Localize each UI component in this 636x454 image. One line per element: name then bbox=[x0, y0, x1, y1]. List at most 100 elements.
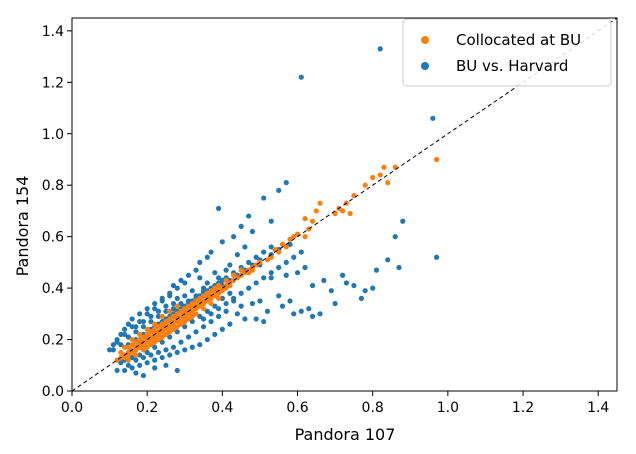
point-bu-vs-harvard-106 bbox=[174, 367, 180, 374]
point-bu-vs-harvard-20 bbox=[276, 293, 282, 299]
x-axis-label: Pandora 107 bbox=[295, 425, 396, 444]
point-bu-vs-harvard-32 bbox=[328, 288, 334, 294]
point-bu-vs-harvard-15 bbox=[298, 308, 304, 314]
point-bu-vs-harvard-27 bbox=[283, 272, 289, 278]
point-bu-vs-harvard-119 bbox=[185, 334, 192, 340]
point-collocated-39 bbox=[122, 354, 128, 361]
point-bu-vs-harvard-90 bbox=[219, 326, 225, 332]
point-collocated-99 bbox=[148, 342, 154, 348]
point-bu-vs-harvard-5 bbox=[392, 234, 398, 240]
point-bu-vs-harvard-160 bbox=[170, 306, 177, 312]
point-bu-vs-harvard-173 bbox=[268, 244, 274, 250]
point-collocated-127 bbox=[283, 244, 289, 250]
legend-swatch-collocated bbox=[421, 36, 429, 44]
point-collocated-96 bbox=[125, 357, 131, 363]
point-bu-vs-harvard-184 bbox=[215, 306, 222, 312]
point-bu-vs-harvard-86 bbox=[133, 324, 139, 330]
point-bu-vs-harvard-121 bbox=[170, 344, 177, 350]
point-collocated-45 bbox=[144, 339, 150, 345]
point-bu-vs-harvard-62 bbox=[215, 205, 222, 211]
point-bu-vs-harvard-108 bbox=[152, 365, 158, 371]
point-collocated-53 bbox=[174, 318, 180, 325]
point-bu-vs-harvard-16 bbox=[306, 306, 312, 312]
point-bu-vs-harvard-129 bbox=[212, 303, 218, 309]
point-bu-vs-harvard-91 bbox=[212, 331, 218, 338]
point-collocated-122 bbox=[182, 318, 188, 325]
x-tick-label-4: 0.8 bbox=[362, 400, 384, 416]
point-bu-vs-harvard-104 bbox=[114, 367, 120, 374]
point-bu-vs-harvard-80 bbox=[174, 295, 180, 301]
point-bu-vs-harvard-158 bbox=[155, 313, 162, 319]
point-bu-vs-harvard-157 bbox=[148, 318, 154, 325]
point-bu-vs-harvard-187 bbox=[238, 290, 244, 296]
point-bu-vs-harvard-93 bbox=[197, 342, 203, 348]
point-collocated-62 bbox=[208, 295, 214, 301]
point-bu-vs-harvard-149 bbox=[129, 324, 135, 330]
x-axis-ticks: 0.0 0.2 0.4 0.6 0.8 1.0 1.2 1.4 bbox=[61, 391, 609, 416]
point-bu-vs-harvard-159 bbox=[163, 308, 169, 314]
point-collocated-110 bbox=[129, 336, 135, 343]
point-bu-vs-harvard-19 bbox=[291, 311, 297, 317]
point-bu-vs-harvard-43 bbox=[208, 249, 214, 255]
point-bu-vs-harvard-176 bbox=[261, 275, 267, 281]
point-bu-vs-harvard-105 bbox=[140, 372, 147, 379]
point-bu-vs-harvard-109 bbox=[133, 370, 139, 376]
x-tick-label-3: 0.6 bbox=[286, 400, 308, 416]
y-tick-label-1: 0.2 bbox=[42, 333, 64, 349]
point-bu-vs-harvard-177 bbox=[268, 270, 274, 276]
point-bu-vs-harvard-123 bbox=[155, 349, 162, 356]
x-tick-label-0: 0.0 bbox=[61, 400, 83, 416]
point-bu-vs-harvard-1 bbox=[377, 46, 383, 52]
point-bu-vs-harvard-39 bbox=[246, 213, 252, 219]
legend-box bbox=[402, 18, 612, 87]
y-axis-label: Pandora 154 bbox=[13, 176, 32, 277]
point-bu-vs-harvard-33 bbox=[340, 272, 346, 278]
y-tick-label-5: 1.0 bbox=[42, 127, 64, 143]
point-collocated-77 bbox=[185, 303, 192, 309]
point-bu-vs-harvard-37 bbox=[276, 187, 282, 193]
point-collocated-148 bbox=[302, 216, 308, 222]
x-tick-label-7: 1.4 bbox=[587, 400, 609, 416]
point-collocated-74 bbox=[163, 318, 169, 325]
point-bu-vs-harvard-148 bbox=[137, 318, 143, 325]
point-bu-vs-harvard-132 bbox=[189, 318, 195, 325]
point-bu-vs-harvard-125 bbox=[140, 354, 147, 361]
point-collocated-78 bbox=[193, 298, 199, 304]
point-bu-vs-harvard-47 bbox=[185, 272, 192, 278]
point-bu-vs-harvard-144 bbox=[167, 293, 173, 299]
point-bu-vs-harvard-12 bbox=[332, 300, 338, 307]
point-collocated-73 bbox=[155, 324, 162, 330]
point-collocated-109 bbox=[122, 344, 128, 350]
point-collocated-82 bbox=[223, 277, 229, 283]
point-bu-vs-harvard-138 bbox=[144, 349, 150, 356]
point-bu-vs-harvard-181 bbox=[298, 249, 304, 255]
point-bu-vs-harvard-22 bbox=[257, 298, 263, 304]
point-bu-vs-harvard-34 bbox=[362, 288, 368, 294]
point-collocated-106 bbox=[200, 306, 207, 312]
point-bu-vs-harvard-2 bbox=[430, 115, 436, 121]
point-collocated-121 bbox=[174, 324, 180, 330]
point-bu-vs-harvard-73 bbox=[215, 275, 222, 281]
point-bu-vs-harvard-10 bbox=[370, 285, 376, 291]
y-tick-label-6: 1.2 bbox=[42, 75, 64, 91]
point-bu-vs-harvard-92 bbox=[204, 336, 210, 343]
x-tick-label-5: 1.0 bbox=[437, 400, 459, 416]
point-bu-vs-harvard-23 bbox=[253, 316, 259, 322]
point-collocated-76 bbox=[178, 308, 184, 314]
y-axis-ticks: 0.0 0.2 0.4 0.6 0.8 1.0 1.2 1.4 bbox=[42, 24, 72, 400]
point-collocated-56 bbox=[185, 311, 192, 317]
point-bu-vs-harvard-145 bbox=[159, 298, 165, 304]
point-collocated-72 bbox=[148, 329, 154, 335]
point-bu-vs-harvard-156 bbox=[140, 324, 147, 330]
legend-label-bu-vs-harvard: BU vs. Harvard bbox=[456, 57, 568, 75]
point-bu-vs-harvard-61 bbox=[106, 347, 113, 353]
point-collocated-123 bbox=[189, 313, 195, 319]
y-tick-label-4: 0.8 bbox=[42, 178, 64, 194]
point-collocated-139 bbox=[347, 210, 353, 217]
point-bu-vs-harvard-139 bbox=[137, 352, 143, 358]
point-bu-vs-harvard-38 bbox=[261, 195, 267, 201]
point-bu-vs-harvard-75 bbox=[204, 280, 210, 286]
point-bu-vs-harvard-72 bbox=[223, 267, 229, 273]
point-bu-vs-harvard-97 bbox=[167, 352, 173, 358]
point-bu-vs-harvard-95 bbox=[182, 347, 188, 353]
